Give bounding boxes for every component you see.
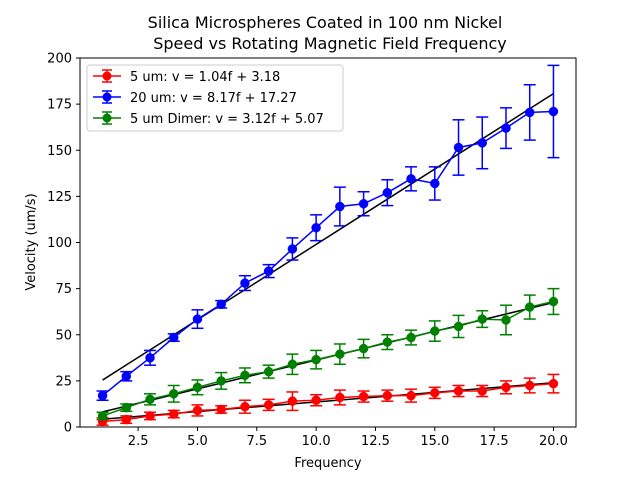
data-point	[548, 378, 559, 389]
data-point	[453, 142, 464, 153]
data-point	[145, 411, 155, 421]
y-tick-label: 125	[47, 190, 72, 205]
series-3	[96, 287, 560, 421]
data-point	[548, 296, 559, 307]
series-line-2	[102, 110, 554, 397]
data-point	[501, 382, 511, 393]
data-point	[121, 402, 132, 413]
legend-item-2: 20 um: v = 8.17f + 17.27	[93, 90, 297, 106]
data-point	[477, 314, 488, 324]
data-point	[477, 138, 488, 148]
data-point	[311, 354, 321, 365]
data-point	[145, 353, 155, 363]
x-tick-label: 20.0	[539, 434, 568, 449]
data-point	[192, 405, 203, 416]
data-point	[311, 222, 321, 233]
data-point	[524, 380, 535, 391]
x-tick-label: 10.0	[302, 434, 331, 449]
x-tick-label: 7.5	[246, 434, 267, 449]
legend-label: 20 um: v = 8.17f + 17.27	[130, 91, 297, 106]
data-point	[382, 390, 393, 401]
y-tick-label: 175	[47, 98, 72, 113]
series-2	[96, 64, 560, 401]
data-point	[358, 391, 369, 402]
y-tick-label: 25	[55, 374, 72, 389]
x-tick-label: 15.0	[420, 434, 449, 449]
data-point	[263, 366, 274, 377]
data-point	[287, 396, 298, 406]
data-point	[240, 370, 250, 381]
data-point	[524, 107, 535, 118]
data-point	[406, 174, 416, 184]
legend-marker	[102, 71, 112, 81]
data-point	[168, 409, 179, 419]
series-1	[96, 373, 560, 427]
y-tick-label: 200	[47, 52, 72, 67]
data-point	[548, 106, 559, 117]
legend: 5 um: v = 1.04f + 3.18 20 um: v = 8.17f +…	[86, 64, 344, 132]
data-point	[263, 400, 274, 410]
data-point	[97, 390, 108, 401]
data-point	[358, 199, 369, 209]
data-point	[263, 266, 274, 276]
x-tick-label: 2.5	[128, 434, 149, 449]
legend-item-1: 5 um: v = 1.04f + 3.18	[93, 69, 280, 85]
legend-frame	[86, 64, 344, 132]
data-point	[335, 349, 345, 359]
data-point	[335, 392, 345, 403]
data-point	[216, 299, 226, 310]
data-point	[216, 404, 226, 415]
data-point	[406, 332, 416, 343]
x-tick-label: 12.5	[361, 434, 390, 449]
data-point	[121, 371, 132, 382]
data-point	[524, 302, 535, 312]
data-point	[382, 187, 393, 198]
data-point	[192, 314, 203, 324]
x-axis-label: Frequency	[294, 456, 361, 471]
data-point	[97, 411, 108, 421]
data-point	[168, 389, 179, 399]
data-point	[501, 123, 511, 133]
data-point	[358, 343, 369, 354]
y-tick-label: 150	[47, 144, 72, 159]
x-tick-label: 17.5	[480, 434, 509, 449]
chart-title-line-1: Silica Microspheres Coated in 100 nm Nic…	[148, 13, 503, 32]
data-point	[240, 401, 250, 412]
data-point	[406, 390, 416, 401]
y-tick-label: 0	[64, 421, 72, 436]
y-tick-label: 100	[47, 236, 72, 251]
data-point	[477, 386, 488, 396]
data-point	[453, 321, 464, 332]
data-point	[430, 178, 440, 189]
data-point	[145, 394, 155, 405]
data-point	[430, 326, 440, 336]
data-point	[453, 386, 464, 396]
data-point	[501, 315, 511, 325]
plot-area: 2.5 5.0 7.5 10.0 12.5 15.0 17.5 20.0 0 25 50 75 100 1…	[47, 52, 577, 449]
data-point	[382, 337, 393, 347]
legend-marker	[102, 92, 112, 102]
data-point	[287, 359, 298, 370]
data-point	[430, 388, 440, 398]
data-point	[168, 332, 179, 343]
y-tick-label: 50	[55, 328, 72, 343]
chart-title-line-2: Speed vs Rotating Magnetic Field Frequen…	[153, 34, 507, 53]
data-point	[240, 278, 250, 288]
data-point	[216, 376, 226, 386]
legend-label: 5 um: v = 1.04f + 3.18	[130, 70, 280, 85]
x-tick-label: 5.0	[187, 434, 208, 449]
legend-item-3: 5 um Dimer: v = 3.12f + 5.07	[93, 111, 324, 127]
data-point	[192, 382, 203, 393]
legend-marker	[102, 113, 112, 123]
legend-label: 5 um Dimer: v = 3.12f + 5.07	[130, 112, 324, 127]
y-tick-label: 75	[55, 282, 72, 297]
y-axis-label: Velocity (um/s)	[24, 193, 39, 290]
data-point	[121, 414, 132, 425]
data-point	[335, 201, 345, 212]
data-point	[287, 244, 298, 254]
data-point	[311, 395, 321, 405]
